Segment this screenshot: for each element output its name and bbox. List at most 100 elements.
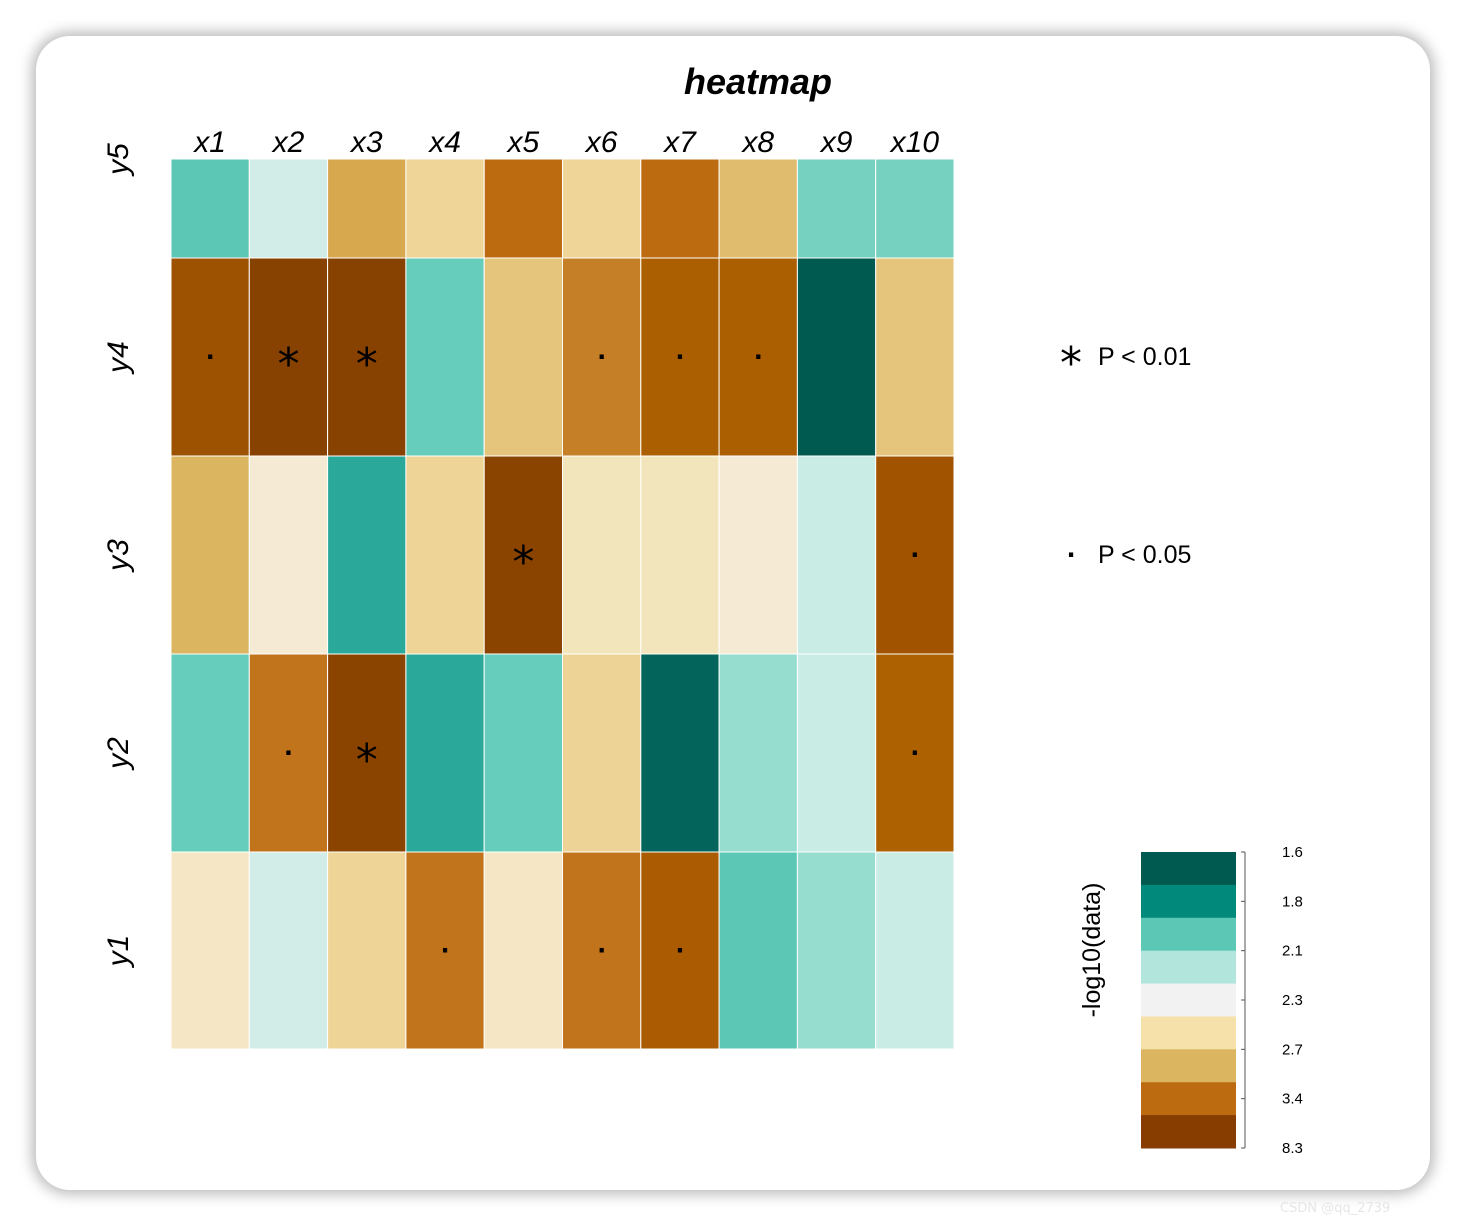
colorbar-tick-label: 8.3 — [1282, 1140, 1303, 1157]
significance-mark: . — [675, 931, 684, 959]
heatmap-cell — [327, 851, 407, 1050]
significance-mark: * — [512, 537, 534, 588]
heatmap-cell — [405, 455, 485, 655]
heatmap-cell — [875, 257, 955, 457]
colorbar-segment — [1141, 884, 1236, 919]
significance-mark: . — [206, 337, 215, 365]
significance-mark: * — [356, 735, 378, 786]
significance-mark: . — [597, 337, 606, 365]
colorbar-segment — [1141, 1016, 1236, 1050]
x-tick-label: x7 — [662, 126, 697, 159]
heatmap-cell — [327, 158, 407, 259]
colorbar-tick-label: 1.8 — [1282, 893, 1303, 910]
heatmap-cell — [796, 158, 877, 259]
chart-title: heatmap — [684, 61, 832, 102]
x-tick-label: x9 — [819, 126, 853, 159]
heatmap-cell — [562, 158, 642, 259]
colorbar-segment — [1141, 917, 1236, 952]
heatmap-cell — [875, 455, 955, 655]
x-tick-label: x8 — [740, 126, 774, 159]
x-tick-label: x3 — [349, 126, 383, 159]
legend-symbol: * — [1060, 338, 1082, 389]
significance-mark: . — [284, 733, 293, 761]
heatmap-cell — [248, 257, 329, 457]
significance-mark: . — [910, 535, 919, 563]
heatmap-cell — [562, 455, 642, 655]
y-tick-label: y5 — [102, 143, 135, 177]
heatmap-cell — [483, 158, 564, 259]
heatmap-cell — [796, 653, 877, 853]
legend-label: P < 0.05 — [1098, 541, 1191, 569]
heatmap-cell — [405, 158, 485, 259]
colorbar-title: -log10(data) — [1078, 883, 1106, 1018]
watermark-text: CSDN @qq_2739 — [1280, 1201, 1390, 1216]
heatmap-cell — [483, 851, 564, 1050]
significance-marks: . * *.. . *.. *.... — [206, 337, 920, 959]
y-tick-label: y4 — [102, 341, 135, 375]
heatmap-cell — [248, 455, 329, 655]
x-tick-label: x1 — [192, 126, 226, 159]
heatmap-cell — [483, 653, 564, 853]
heatmap-cell — [248, 851, 329, 1050]
colorbar-segment — [1141, 1115, 1236, 1149]
heatmap-cell — [718, 455, 798, 655]
heatmap-cell — [796, 455, 877, 655]
heatmap-cell — [483, 257, 564, 457]
legend-symbol: . — [1066, 535, 1075, 563]
heatmap-cell — [483, 455, 564, 655]
heatmap-cell — [327, 257, 407, 457]
colorbar: 1.6 1.8 2.1 2.3 2.7 3.4 8.3 -log10(data) — [1078, 844, 1303, 1157]
significance-mark: . — [754, 337, 763, 365]
colorbar-segment — [1141, 950, 1236, 985]
heatmap-cell — [718, 653, 798, 853]
heatmap-cell — [796, 257, 877, 457]
y-axis-labels: y5 y4 y3 y2 y1 — [102, 143, 135, 969]
heatmap-cell — [327, 653, 407, 853]
colorbar-segment — [1141, 1049, 1236, 1083]
heatmap-cell — [640, 851, 720, 1050]
heatmap-cell — [405, 653, 485, 853]
heatmap-cell — [170, 257, 250, 457]
heatmap-cell — [248, 653, 329, 853]
x-tick-label: x4 — [427, 126, 461, 159]
significance-mark: . — [597, 931, 606, 959]
heatmap-cell — [248, 158, 329, 259]
x-tick-label: x2 — [271, 126, 305, 159]
significance-mark: * — [277, 339, 299, 390]
heatmap-cell — [718, 851, 798, 1050]
heatmap-cell — [640, 653, 720, 853]
x-tick-label: x6 — [584, 126, 618, 159]
heatmap-cell — [170, 455, 250, 655]
colorbar-tick-label: 3.4 — [1282, 1091, 1303, 1108]
x-tick-label: x10 — [889, 126, 940, 159]
y-tick-label: y2 — [102, 737, 135, 771]
significance-legend: * P < 0.01. P < 0.05 — [1060, 338, 1191, 569]
heatmap-cell — [405, 851, 485, 1050]
x-axis-labels: x1 x2 x3 x4 x5 x6 x7 x8 x9 x10 — [192, 126, 939, 159]
heatmap-cell — [170, 158, 250, 259]
heatmap-cell — [640, 455, 720, 655]
significance-mark: . — [910, 733, 919, 761]
colorbar-segment — [1141, 983, 1236, 1017]
heatmap-cell — [562, 257, 642, 457]
heatmap-cell — [170, 653, 250, 853]
legend-label: P < 0.01 — [1098, 343, 1191, 371]
y-tick-label: y3 — [102, 539, 135, 573]
x-tick-label: x5 — [506, 126, 540, 159]
significance-mark: . — [675, 337, 684, 365]
colorbar-segment — [1141, 1082, 1236, 1116]
heatmap-cell — [327, 455, 407, 655]
heatmap-cell — [875, 851, 955, 1050]
heatmap-cell — [796, 851, 877, 1050]
colorbar-tick-label: 1.6 — [1282, 844, 1303, 861]
colorbar-segment — [1141, 852, 1236, 886]
heatmap-cell — [405, 257, 485, 457]
y-tick-label: y1 — [102, 935, 135, 969]
heatmap-cells — [170, 158, 955, 1050]
heatmap-cell — [562, 653, 642, 853]
heatmap-cell — [640, 158, 720, 259]
colorbar-tick-label: 2.7 — [1282, 1041, 1303, 1058]
colorbar-tick-label: 2.3 — [1282, 992, 1303, 1009]
heatmap-cell — [562, 851, 642, 1050]
